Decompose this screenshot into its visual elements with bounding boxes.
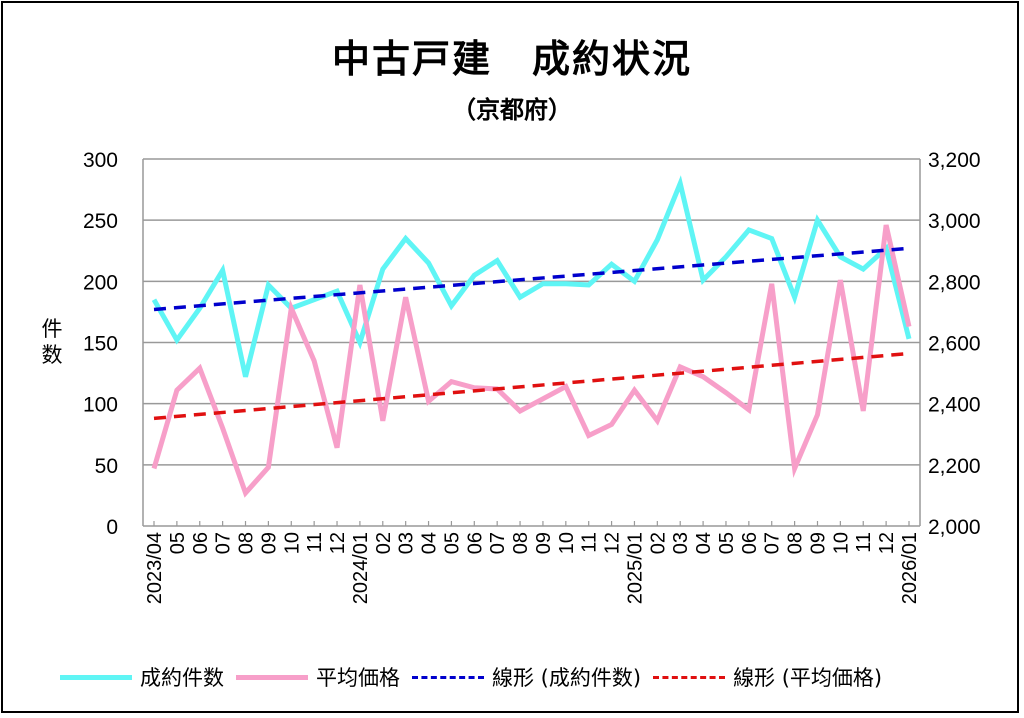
legend-swatch: [60, 674, 132, 680]
x-tick-label: 10: [281, 532, 303, 554]
y2-tick-label: 2,400: [928, 394, 981, 417]
x-tick-label: 2025/01: [624, 532, 646, 604]
x-tick-label: 09: [258, 532, 280, 554]
legend-label: 平均価格: [316, 666, 400, 690]
x-tick-label: 05: [167, 532, 189, 554]
x-tick-label: 08: [236, 532, 258, 554]
x-tick-label: 2024/01: [350, 532, 372, 604]
y-tick-label: 250: [83, 210, 118, 233]
series-line-1: [151, 175, 912, 378]
x-tick-label: 2026/01: [899, 532, 921, 604]
legend-item: 成約件数: [60, 662, 224, 692]
legend-swatch: [412, 675, 484, 679]
x-tick-label: 02: [647, 532, 669, 554]
chart-subtitle: （京都府）: [452, 96, 572, 124]
y-tick-label: 50: [95, 455, 118, 478]
y2-tick-label: 2,000: [928, 516, 981, 539]
legend-label: 成約件数: [140, 666, 224, 690]
legend-label: 線形 (平均価格): [733, 666, 883, 690]
y-tick-label: 200: [83, 271, 118, 294]
legend-swatch: [236, 674, 308, 680]
x-tick-label: 2023/04: [144, 532, 166, 604]
legend-swatch: [653, 675, 726, 679]
y-tick-label: 150: [83, 333, 118, 356]
x-tick-label: 05: [441, 532, 463, 554]
trendline-1: [153, 246, 910, 312]
x-tick-label: 12: [876, 532, 898, 554]
x-tick-label: 09: [807, 532, 829, 554]
y-tick-label: 0: [106, 516, 118, 539]
x-tick-label: 08: [785, 532, 807, 554]
x-tick-label: 11: [579, 532, 601, 553]
x-tick-label: 10: [830, 532, 852, 554]
series-line-2: [151, 224, 912, 498]
x-tick-label: 08: [510, 532, 532, 554]
y2-tick-label: 2,800: [928, 271, 981, 294]
chart-title: 中古戸建 成約状況: [331, 37, 692, 81]
x-tick-label: 02: [373, 532, 395, 554]
x-tick-label: 04: [693, 532, 715, 554]
x-tick-label: 09: [533, 532, 555, 554]
x-tick-label: 04: [419, 532, 441, 554]
x-tick-label: 12: [327, 532, 349, 554]
legend-item: 平均価格: [236, 662, 400, 692]
x-tick-label: 03: [670, 532, 692, 554]
legend: 成約件数 平均価格 線形 (成約件数) 線形 (平均価格): [60, 662, 894, 692]
y2-tick-label: 2,600: [928, 333, 981, 356]
x-tick-label: 07: [213, 532, 235, 554]
x-tick-label: 10: [556, 532, 578, 554]
y2-tick-label: 3,200: [928, 149, 981, 172]
x-tick-label: 11: [853, 532, 875, 553]
legend-label: 線形 (成約件数): [492, 666, 642, 690]
x-tick-label: 11: [304, 532, 326, 553]
y2-tick-label: 3,000: [928, 210, 981, 233]
x-tick-label: 07: [762, 532, 784, 554]
trendline-2: [153, 351, 910, 421]
x-tick-label: 06: [464, 532, 486, 554]
x-tick-label: 06: [190, 532, 212, 554]
x-tick-label: 03: [396, 532, 418, 554]
x-tick-label: 05: [716, 532, 738, 554]
y-tick-label: 300: [83, 149, 118, 172]
legend-item: 線形 (平均価格): [653, 662, 882, 692]
y2-tick-label: 2,200: [928, 455, 981, 478]
y-axis-title: 件数: [41, 317, 63, 367]
x-tick-label: 06: [739, 532, 761, 554]
x-tick-label: 12: [602, 532, 624, 554]
legend-item: 線形 (成約件数): [412, 662, 641, 692]
x-tick-label: 07: [487, 532, 509, 554]
y-tick-label: 100: [83, 394, 118, 417]
